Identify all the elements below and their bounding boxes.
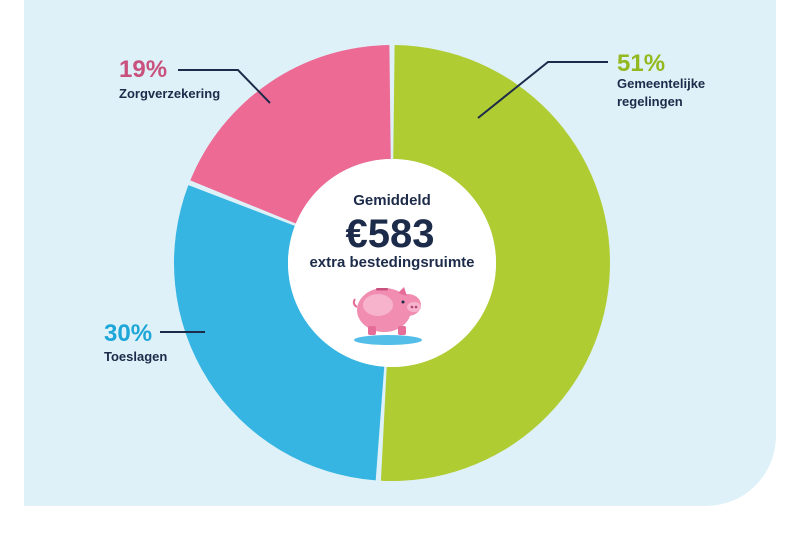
donut-center-hole xyxy=(288,159,496,367)
center-heading: Gemiddeld xyxy=(353,192,431,209)
slice-percent-label: 30% xyxy=(104,320,152,347)
donut-slice xyxy=(380,45,610,482)
donut-slices xyxy=(173,45,610,482)
leader-line-51 xyxy=(477,61,608,119)
slice-name-label: Gemeentelijke xyxy=(617,76,705,91)
donut-slice xyxy=(190,45,391,224)
center-amount: €583 xyxy=(346,212,435,256)
slice-name-label: Toeslagen xyxy=(104,349,167,364)
slice-percent-label: 19% xyxy=(119,56,167,83)
slice-name-label: Zorgverzekering xyxy=(119,86,220,101)
donut-slice xyxy=(173,185,385,481)
slice-name-label: regelingen xyxy=(617,94,683,109)
piggy-bank-icon xyxy=(352,287,422,345)
slice-percent-label: 51% xyxy=(617,50,665,77)
leader-line-19 xyxy=(178,69,271,104)
center-caption: extra bestedingsruimte xyxy=(309,254,474,271)
